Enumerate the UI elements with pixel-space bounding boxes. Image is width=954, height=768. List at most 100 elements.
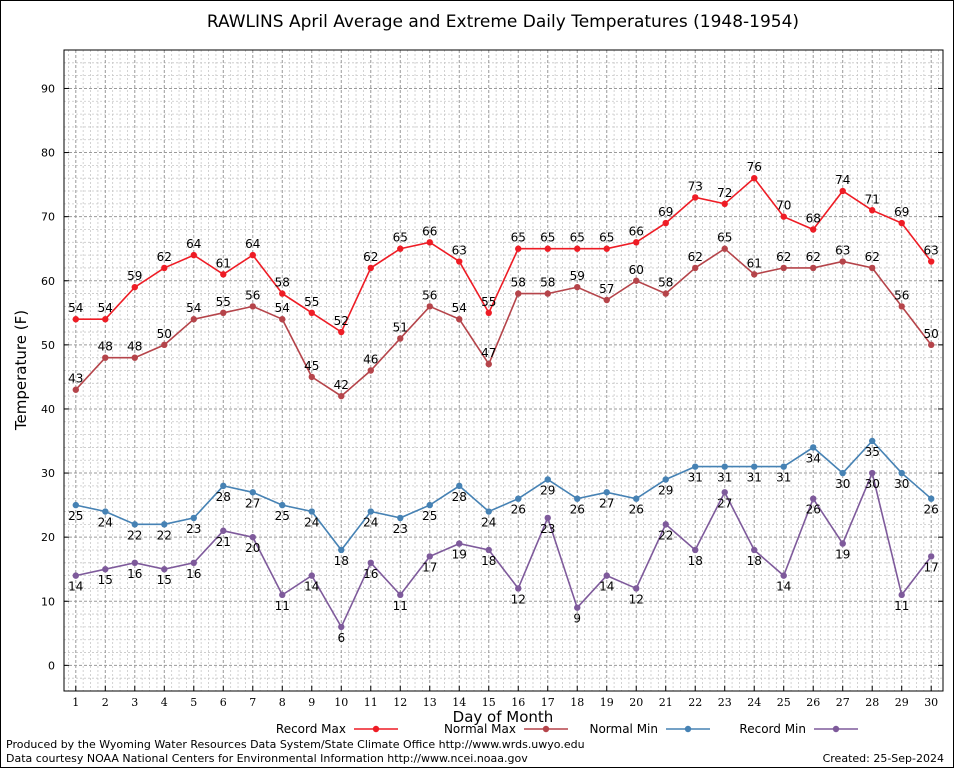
data-label-normal-max: 46 (363, 353, 378, 367)
series-line-record-max (75, 177, 932, 334)
data-label-normal-max: 54 (275, 301, 290, 315)
x-tick-label: 11 (364, 696, 378, 709)
data-point-normal-min (485, 508, 492, 515)
data-point-normal-max (485, 360, 492, 368)
x-tick-label: 20 (629, 696, 643, 709)
data-label-normal-min: 31 (688, 471, 703, 485)
data-point-normal-max (249, 303, 256, 310)
data-point-normal-min (308, 508, 315, 515)
data-label-normal-max: 59 (570, 269, 585, 283)
data-point-normal-min (249, 489, 256, 496)
data-label-record-min: 27 (717, 496, 732, 510)
data-point-normal-min (780, 463, 787, 470)
legend-label-record-min: Record Min (739, 722, 806, 736)
data-label-normal-min: 27 (599, 496, 614, 510)
data-label-record-max: 64 (186, 237, 201, 251)
y-tick-label: 20 (41, 531, 55, 544)
data-point-normal-max (456, 316, 463, 323)
data-point-normal-max (692, 264, 699, 272)
legend-marker-normal-max (542, 725, 550, 733)
data-label-record-max: 71 (865, 192, 880, 206)
data-point-normal-min (692, 463, 699, 470)
data-label-normal-min: 26 (511, 503, 526, 517)
data-point-record-min (397, 591, 404, 599)
x-tick-label: 8 (279, 696, 286, 709)
series-record-min (72, 469, 935, 631)
data-point-normal-max (190, 316, 197, 323)
data-label-record-min: 6 (337, 631, 345, 645)
grid-minor (64, 49, 943, 692)
y-tick-label: 90 (41, 82, 55, 95)
data-point-normal-min (544, 476, 551, 483)
data-label-record-min: 18 (688, 554, 703, 568)
data-label-record-min: 11 (894, 599, 909, 613)
data-label-normal-max: 62 (806, 250, 821, 264)
data-label-normal-max: 62 (688, 250, 703, 264)
data-label-normal-max: 62 (865, 250, 880, 264)
series-line-normal-min (75, 439, 932, 552)
data-point-record-min (72, 572, 79, 579)
x-tick-label: 30 (924, 696, 938, 709)
data-label-normal-max: 60 (629, 263, 644, 277)
x-tick-label: 4 (161, 696, 168, 709)
data-label-normal-min: 22 (157, 528, 172, 542)
data-label-normal-min: 26 (570, 503, 585, 517)
data-point-normal-min (839, 469, 846, 477)
data-point-record-max (721, 200, 728, 208)
data-point-record-min (928, 553, 935, 560)
data-point-normal-min (426, 501, 433, 509)
data-label-normal-max: 56 (894, 288, 909, 302)
data-label-record-min: 18 (481, 554, 496, 568)
grid-major (64, 50, 943, 691)
data-point-record-max (898, 219, 905, 227)
data-label-record-max: 58 (275, 276, 290, 290)
data-label-record-min: 11 (393, 599, 408, 613)
data-label-normal-min: 24 (304, 516, 319, 530)
data-label-normal-max: 48 (98, 340, 113, 354)
data-label-normal-max: 50 (157, 327, 172, 341)
data-label-normal-min: 24 (98, 516, 113, 530)
data-label-record-max: 65 (540, 231, 555, 245)
data-point-record-max (603, 245, 610, 252)
x-tick-label: 19 (600, 696, 614, 709)
data-point-record-max (72, 316, 79, 323)
data-label-record-max: 76 (747, 160, 762, 174)
x-tick-label: 5 (190, 696, 197, 709)
data-label-normal-max: 51 (393, 320, 408, 334)
data-label-normal-min: 22 (127, 528, 142, 542)
x-tick-label: 6 (220, 696, 227, 709)
data-label-record-min: 16 (186, 567, 201, 581)
x-axis-ticks: 1 2 3 4 5 6 7 8 9 10 11 12 13 14 15 16 17 18 19 20 21 22 23 24 2… (72, 686, 938, 709)
x-tick-label: 27 (836, 696, 850, 709)
data-point-record-min (279, 591, 286, 599)
x-tick-label: 12 (393, 696, 407, 709)
data-point-record-max (220, 271, 227, 278)
data-point-normal-max (367, 367, 374, 374)
data-point-normal-max (662, 290, 669, 297)
data-label-record-max: 72 (717, 186, 732, 200)
x-tick-label: 21 (659, 696, 673, 709)
data-point-record-min (456, 540, 463, 547)
data-point-normal-min (72, 501, 79, 509)
data-label-record-min: 16 (127, 567, 142, 581)
data-point-normal-max (898, 303, 905, 310)
footer-credit-line2: Data courtesy NOAA National Centers for … (6, 752, 528, 765)
legend-label-record-max: Record Max (276, 722, 346, 736)
legend-marker-normal-min (684, 725, 692, 733)
data-point-normal-max (603, 296, 610, 304)
data-point-normal-min (721, 463, 728, 470)
data-point-record-max (692, 194, 699, 201)
data-label-record-min: 18 (747, 554, 762, 568)
data-label-normal-max: 54 (186, 301, 201, 315)
data-point-normal-max (780, 264, 787, 272)
data-label-record-max: 59 (127, 269, 142, 283)
data-point-record-min (102, 566, 109, 573)
y-tick-label: 40 (41, 403, 55, 416)
y-tick-label: 80 (41, 147, 55, 160)
data-label-record-min: 14 (68, 580, 83, 594)
legend-marker-record-max (372, 725, 380, 733)
data-point-record-max (397, 245, 404, 252)
data-point-record-max (633, 239, 640, 246)
data-point-record-max (662, 219, 669, 227)
data-point-normal-min (869, 437, 876, 445)
